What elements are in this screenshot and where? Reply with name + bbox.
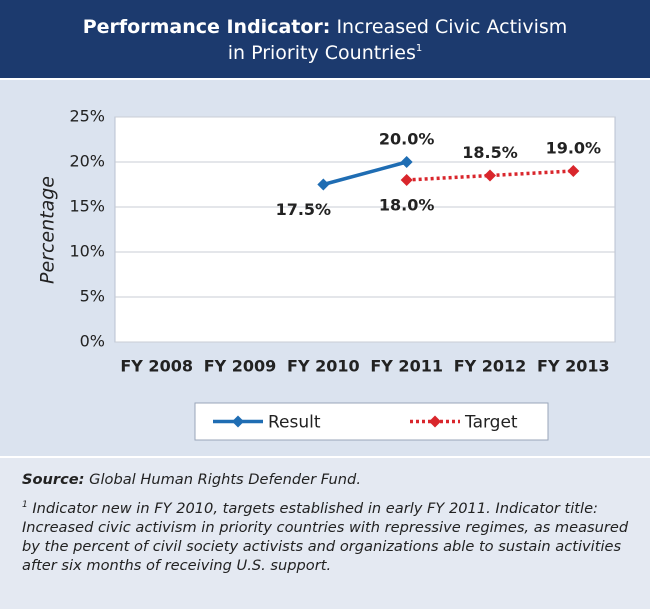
data-label: 18.5%	[462, 143, 518, 162]
point	[317, 178, 330, 191]
x-tick-label: FY 2008	[120, 357, 193, 376]
footnote-text: Indicator new in FY 2010, targets establ…	[22, 500, 629, 574]
chart: Percentage 0% 5% 10% 15% 20% 25% FY 2008 FY 200…	[37, 107, 616, 441]
legend-marker	[232, 415, 244, 428]
point	[400, 174, 413, 186]
data-label: 18.0%	[379, 196, 435, 215]
point	[484, 169, 496, 182]
data-label: 20.0%	[379, 130, 435, 149]
legend-label: Result	[268, 413, 321, 433]
point	[567, 165, 580, 177]
legend-label: Target	[464, 413, 518, 433]
title-note: 1	[415, 43, 423, 54]
title-prefix: Performance Indicator:	[82, 16, 331, 38]
y-tick-label: 25%	[69, 107, 105, 126]
x-tick-label: FY 2010	[287, 357, 360, 376]
y-tick-label: 5%	[80, 287, 105, 306]
footer: Source: Global Human Rights Defender Fun…	[0, 458, 650, 609]
x-tick-label: FY 2012	[454, 357, 527, 376]
footnote-mark: 1	[22, 500, 28, 510]
footnote: 1 Indicator new in FY 2010, targets esta…	[22, 499, 630, 575]
title: Increased Civic Activism	[336, 16, 568, 38]
y-axis-label: Percentage	[37, 176, 59, 284]
source-text: Global Human Rights Defender Fund.	[89, 471, 361, 488]
plot-area	[114, 116, 616, 343]
x-tick-label: FY 2009	[204, 357, 277, 376]
x-tick-label: FY 2011	[370, 357, 443, 376]
y-tick-label: 0%	[80, 332, 105, 351]
title: in Priority Countries	[227, 42, 416, 64]
data-label: 17.5%	[276, 200, 332, 219]
data-label: 19.0%	[546, 139, 602, 158]
y-tick-label: 15%	[69, 197, 105, 216]
source: Source: Global Human Rights Defender Fun…	[22, 470, 630, 489]
legend-marker	[429, 415, 441, 428]
point	[400, 156, 413, 168]
source-label: Source:	[22, 471, 85, 488]
chart-area: Percentage 0% 5% 10% 15% 20% 25% FY 2008 FY 200…	[0, 80, 650, 456]
series-line	[322, 160, 408, 187]
header: Performance Indicator: Increased Civic A…	[0, 0, 650, 78]
series-line	[406, 169, 574, 182]
y-tick-label: 10%	[69, 242, 105, 261]
y-tick-label: 20%	[69, 152, 105, 171]
x-tick-label: FY 2013	[537, 357, 610, 376]
